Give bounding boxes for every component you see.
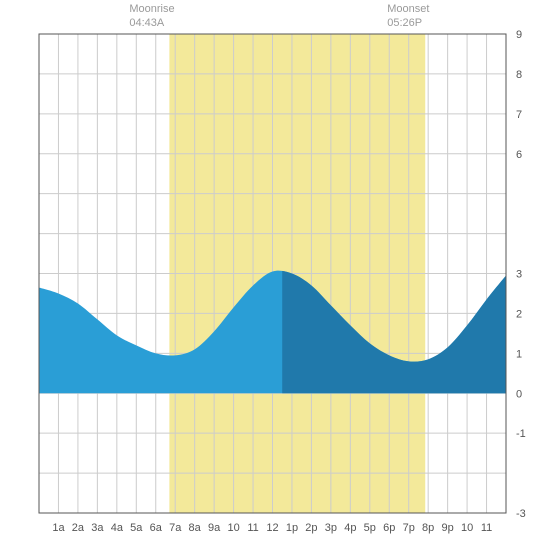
x-tick-label: 7a: [169, 522, 182, 534]
moonrise-label: Moonrise 04:43A: [129, 3, 174, 31]
x-tick-label: 1a: [52, 522, 65, 534]
chart-svg: 1a2a3a4a5a6a7a8a9a1011121p2p3p4p5p6p7p8p…: [0, 0, 550, 550]
x-tick-label: 1p: [286, 522, 298, 534]
y-tick-label: 3: [516, 269, 522, 281]
y-tick-label: 1: [516, 348, 522, 360]
tide-chart: Moonrise 04:43A Moonset 05:26P 1a 2a 3a 4a 5…: [0, 0, 550, 550]
x-tick-label: 5a: [130, 522, 143, 534]
x-tick-label: 2a: [72, 522, 85, 534]
x-tick-label: 8a: [189, 522, 202, 534]
shade-right: [425, 34, 506, 513]
y-tick-label: 0: [516, 388, 522, 400]
x-tick-label: 3p: [325, 522, 337, 534]
y-tick-label: 6: [516, 149, 522, 161]
x-tick-label: 9a: [208, 522, 221, 534]
x-tick-label: 9p: [442, 522, 454, 534]
x-tick-label: 7p: [403, 522, 415, 534]
x-tick-label: 10: [227, 522, 239, 534]
x-tick-label: 6a: [150, 522, 163, 534]
x-tick-label: 5p: [364, 522, 376, 534]
x-tick-label: 3a: [91, 522, 104, 534]
x-tick-label: 11: [481, 522, 492, 534]
moonset-label: Moonset 05:26P: [387, 3, 429, 31]
y-tick-label: -1: [516, 428, 526, 440]
y-tick-label: 2: [516, 308, 522, 320]
x-tick-label: 2p: [305, 522, 317, 534]
x-tick-label: 4a: [111, 522, 124, 534]
x-tick-label: 6p: [383, 522, 395, 534]
y-tick-label: 9: [516, 29, 522, 41]
y-tick-label: 8: [516, 69, 522, 81]
x-tick-label: 8p: [422, 522, 434, 534]
x-tick-label: 11: [247, 522, 258, 534]
y-tick-label: -3: [516, 508, 526, 520]
y-tick-label: 7: [516, 109, 522, 121]
x-tick-label: 12: [266, 522, 278, 534]
x-tick-label: 10: [461, 522, 473, 534]
x-tick-label: 4p: [344, 522, 356, 534]
